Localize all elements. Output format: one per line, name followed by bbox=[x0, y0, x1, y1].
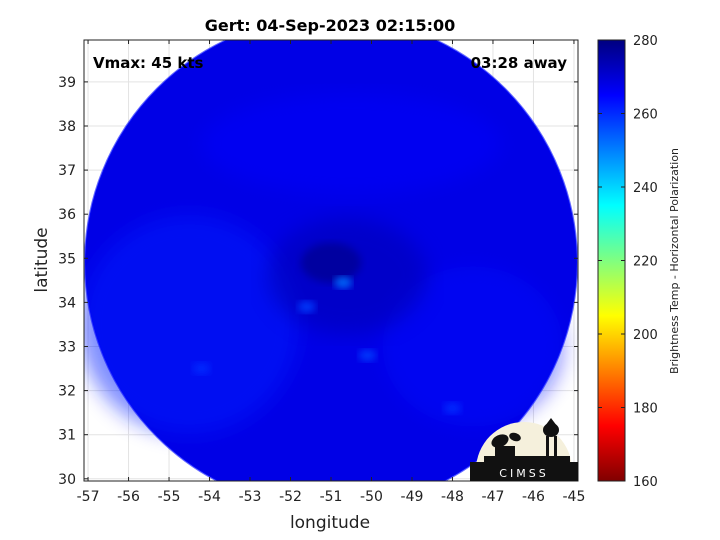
y-tick-labels: 30 31 32 33 34 35 36 37 38 39 bbox=[58, 75, 76, 488]
y-tick-label: 39 bbox=[58, 75, 76, 91]
swath-texture bbox=[84, 214, 300, 435]
storm-center bbox=[301, 242, 361, 283]
x-tick-label: -57 bbox=[77, 489, 100, 505]
y-tick-label: 31 bbox=[58, 428, 76, 444]
colorbar-tick-label: 280 bbox=[633, 34, 658, 49]
warm-spot bbox=[358, 349, 377, 362]
colorbar-tick-label: 240 bbox=[633, 181, 658, 196]
warm-spot bbox=[334, 276, 353, 289]
colorbar-tick-label: 260 bbox=[633, 108, 658, 123]
swath-texture bbox=[382, 266, 563, 427]
y-tick-label: 32 bbox=[58, 384, 76, 400]
y-tick-label: 34 bbox=[58, 295, 76, 311]
colorbar-ticks: 160 180 200 220 240 260 280 bbox=[598, 34, 658, 490]
x-tick-label: -45 bbox=[563, 489, 586, 505]
y-tick-label: 38 bbox=[58, 119, 76, 135]
x-axis-label: longitude bbox=[290, 513, 370, 533]
swath-texture bbox=[201, 93, 502, 194]
x-tick-label: -47 bbox=[482, 489, 505, 505]
x-tick-label: -56 bbox=[117, 489, 140, 505]
swath-image bbox=[84, 40, 578, 481]
x-tick-label: -51 bbox=[320, 489, 343, 505]
warm-spot bbox=[297, 300, 316, 313]
x-tick-label: -52 bbox=[279, 489, 302, 505]
y-tick-label: 35 bbox=[58, 251, 76, 267]
y-axis-label: latitude bbox=[32, 227, 52, 292]
y-tick-label: 36 bbox=[58, 207, 76, 223]
y-tick-label: 37 bbox=[58, 163, 76, 179]
warm-spot bbox=[443, 402, 462, 415]
colorbar-tick-label: 160 bbox=[633, 475, 658, 490]
x-tick-label: -55 bbox=[158, 489, 181, 505]
warm-spot bbox=[192, 362, 211, 375]
swath-edge bbox=[84, 40, 578, 481]
time-away-annotation: 03:28 away bbox=[471, 54, 568, 72]
x-tick-label: -53 bbox=[239, 489, 262, 505]
x-tick-label: -54 bbox=[198, 489, 221, 505]
x-tick-labels: -57 -56 -55 -54 -53 -52 -51 -50 -49 -48 -47 -46 -45 bbox=[77, 489, 586, 505]
tick-marks bbox=[84, 40, 578, 481]
colorbar-label: Brightness Temp - Horizontal Polarizatio… bbox=[668, 148, 681, 374]
y-tick-label: 30 bbox=[58, 472, 76, 488]
x-tick-label: -50 bbox=[360, 489, 383, 505]
cimss-logo: CIMSS bbox=[470, 418, 578, 481]
chart-title: Gert: 04-Sep-2023 02:15:00 bbox=[205, 16, 456, 35]
x-tick-label: -46 bbox=[522, 489, 545, 505]
colorbar-tick-label: 220 bbox=[633, 255, 658, 270]
colorbar-tick-label: 180 bbox=[633, 402, 658, 417]
x-tick-label: -49 bbox=[401, 489, 424, 505]
colorbar-tick-label: 200 bbox=[633, 328, 658, 343]
colorbar bbox=[597, 39, 626, 482]
vmax-annotation: Vmax: 45 kts bbox=[93, 54, 203, 72]
y-tick-label: 33 bbox=[58, 339, 76, 355]
cimss-logo-text: CIMSS bbox=[499, 467, 548, 480]
x-tick-label: -48 bbox=[441, 489, 464, 505]
